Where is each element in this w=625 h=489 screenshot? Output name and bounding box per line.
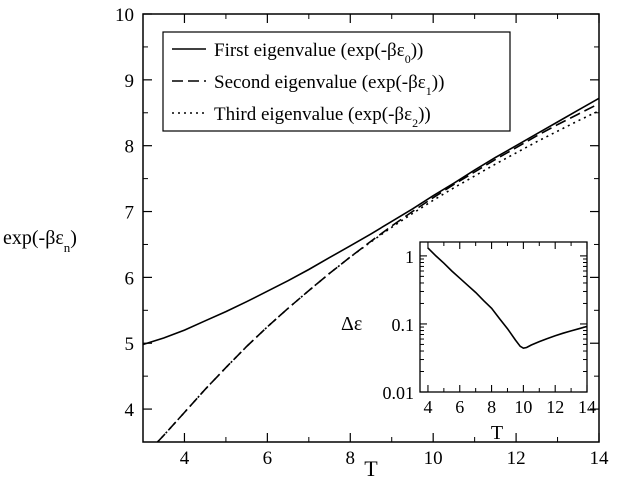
inset-y-axis-label: Δε <box>341 313 362 335</box>
series-line-3 <box>156 110 600 443</box>
main-y-axis-label-text: exp(-βε <box>3 227 64 249</box>
inset-chart: 4 6 8 10 12 14 0.01 0.1 1 T Δε <box>341 241 596 444</box>
legend-label-second: Second eigenvalue (exp(-βε1)) <box>214 72 444 98</box>
main-y-tick-label: 7 <box>125 203 135 224</box>
main-plot-frame <box>142 13 600 443</box>
inset-x-tick-label: 14 <box>578 397 596 417</box>
main-y-tick-label: 10 <box>115 5 134 26</box>
main-y-tick-label: 4 <box>125 400 135 421</box>
main-y-axis-label: exp(-βεn) <box>3 227 77 255</box>
main-x-tick-label: 12 <box>507 448 526 469</box>
inset-x-tick-label: 4 <box>423 397 432 417</box>
inset-x-tick-label: 10 <box>514 397 532 417</box>
main-x-tick-label: 4 <box>180 448 190 469</box>
legend-label-third: Third eigenvalue (exp(-βε2)) <box>214 104 431 130</box>
series-line-1 <box>142 97 600 346</box>
main-x-axis-label: T <box>364 456 378 481</box>
main-x-tick-label: 6 <box>263 448 273 469</box>
inset-series <box>427 247 588 350</box>
main-y-tick-label: 8 <box>125 137 135 158</box>
main-series <box>142 97 600 443</box>
legend-label-first: First eigenvalue (exp(-βε0)) <box>214 40 423 66</box>
main-x-tick-label: 8 <box>346 448 356 469</box>
legend: First eigenvalue (exp(-βε0)) Second eige… <box>162 31 511 132</box>
main-y-axis-label-sub: n <box>64 240 71 255</box>
inset-x-tick-label: 6 <box>455 397 464 417</box>
inset-x-axis-label: T <box>491 422 503 444</box>
inset-ticks: 4 6 8 10 12 14 0.01 0.1 1 <box>383 242 596 417</box>
inset-y-tick-label: 0.01 <box>383 383 415 403</box>
main-y-tick-label: 9 <box>125 71 135 92</box>
main-x-tick-label: 14 <box>590 448 610 469</box>
inset-y-tick-label: 0.1 <box>392 315 415 335</box>
main-y-tick-label: 6 <box>125 268 135 289</box>
inset-series-line <box>427 247 588 350</box>
main-x-tick-label: 10 <box>424 448 443 469</box>
inset-x-tick-label: 12 <box>546 397 564 417</box>
main-y-tick-label: 5 <box>125 334 135 355</box>
inset-y-tick-label: 1 <box>405 247 414 267</box>
inset-x-tick-label: 8 <box>487 397 496 417</box>
series-line-2 <box>156 102 600 443</box>
legend-box <box>162 31 511 132</box>
main-y-axis-label-suffix: ) <box>70 227 77 249</box>
